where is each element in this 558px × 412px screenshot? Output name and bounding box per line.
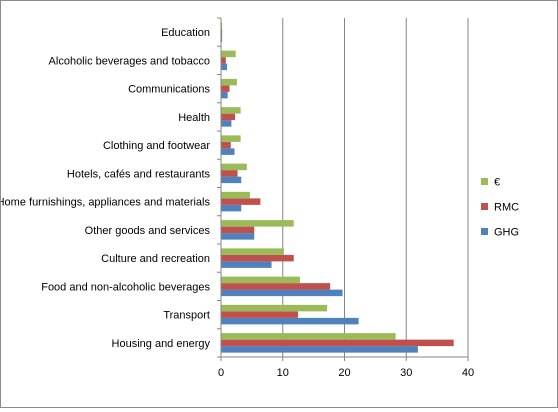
category-label: Clothing and footwear (103, 140, 210, 152)
legend-swatch (481, 228, 488, 235)
bar-ghg-clothing-and-footwear (221, 148, 235, 155)
legend-label: € (494, 177, 500, 189)
category-labels: Housing and energy Transport Food and non-… (0, 27, 211, 350)
category-label: Communications (128, 84, 210, 96)
bar--health (221, 107, 241, 114)
x-tick-labels: 0 10 20 30 40 (218, 367, 474, 379)
legend-swatch (481, 203, 488, 210)
category-label: Transport (163, 310, 210, 322)
category-label: Housing and energy (112, 338, 211, 350)
bar-rmc-home-furnishings-appliances-and-materials (221, 198, 261, 205)
bar--clothing-and-footwear (221, 135, 241, 142)
bar-rmc-alcoholic-beverages-and-tobacco (221, 57, 226, 64)
bar--communications (221, 78, 237, 86)
bar--home-furnishings-appliances-and-materials (221, 191, 250, 199)
bar-ghg-hotels-caf-s-and-restaurants (221, 176, 242, 184)
category-label: Health (178, 112, 210, 124)
bar--transport (221, 304, 328, 312)
category-label: Food and non-alcoholic beverages (41, 281, 210, 293)
bar-ghg-health (221, 120, 232, 127)
bar-ghg-other-goods-and-services (221, 233, 255, 240)
bar-rmc-hotels-caf-s-and-restaurants (221, 170, 238, 177)
category-label: Culture and recreation (101, 253, 210, 265)
bar-rmc-clothing-and-footwear (221, 141, 231, 149)
bar--hotels-caf-s-and-restaurants (221, 163, 247, 171)
bar-rmc-education (221, 28, 223, 36)
bar-ghg-home-furnishings-appliances-and-materials (221, 204, 242, 212)
x-tick-label: 40 (462, 367, 474, 379)
bars (221, 22, 454, 353)
bar-rmc-transport (221, 311, 299, 318)
category-label: Home furnishings, appliances and materia… (1, 197, 210, 209)
bar-rmc-food-and-non-alcoholic-beverages (221, 283, 331, 290)
x-tick-label: 10 (277, 367, 289, 379)
category-label: Alcoholic beverages and tobacco (49, 55, 210, 67)
bar--education (221, 22, 223, 29)
bar--other-goods-and-services (221, 220, 294, 227)
bar-ghg-food-and-non-alcoholic-beverages (221, 289, 343, 297)
bar-rmc-housing-and-energy (221, 339, 454, 347)
bar--culture-and-recreation (221, 248, 284, 255)
legend-label: RMC (494, 202, 519, 214)
category-label: Other goods and services (85, 225, 211, 237)
bar-rmc-other-goods-and-services (221, 226, 255, 234)
legend: € RMC GHG (481, 177, 519, 239)
bar-ghg-alcoholic-beverages-and-tobacco (221, 63, 228, 71)
legend-swatch (481, 178, 488, 185)
bar--alcoholic-beverages-and-tobacco (221, 50, 236, 58)
bar-rmc-health (221, 113, 236, 121)
bar-ghg-education (221, 35, 223, 42)
category-label: Education (161, 27, 210, 39)
x-tick-label: 30 (400, 367, 412, 379)
x-tick-label: 0 (218, 367, 224, 379)
bar-ghg-communications (221, 91, 228, 99)
gridlines (217, 17, 469, 361)
bar-ghg-culture-and-recreation (221, 261, 272, 268)
bar-ghg-housing-and-energy (221, 346, 418, 353)
bar-rmc-communications (221, 85, 230, 92)
bar--housing-and-energy (221, 333, 396, 340)
bar--food-and-non-alcoholic-beverages (221, 276, 300, 284)
legend-label: GHG (494, 227, 519, 239)
x-tick-label: 20 (338, 367, 350, 379)
category-label: Hotels, cafés and restaurants (67, 168, 211, 180)
bar-rmc-culture-and-recreation (221, 254, 294, 262)
bar-ghg-transport (221, 317, 359, 325)
